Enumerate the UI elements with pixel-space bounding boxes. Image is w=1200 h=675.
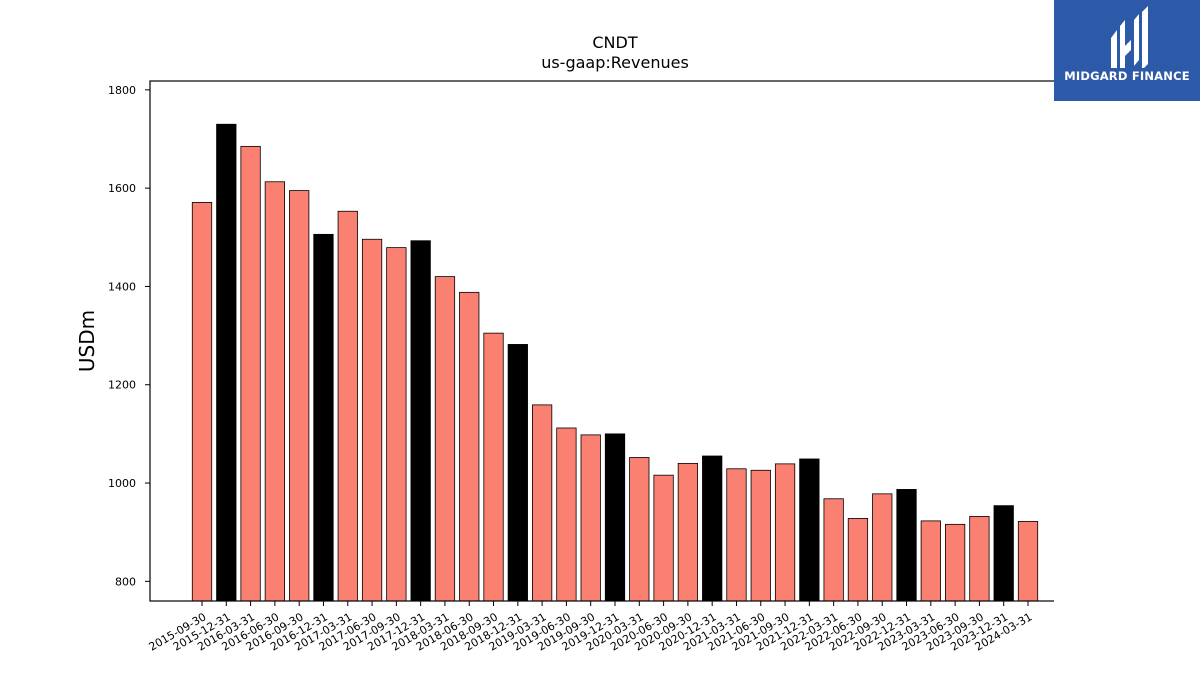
bar-2022-03-31 (823, 498, 844, 602)
bar-2019-03-31 (532, 404, 553, 602)
y-tick-label: 1400 (108, 280, 136, 293)
bar-2019-09-30 (580, 434, 601, 602)
bar-2020-12-31 (702, 455, 723, 602)
bar-2024-03-31 (1017, 520, 1039, 602)
bar-2021-09-30 (774, 463, 796, 602)
bar-2016-03-31 (240, 145, 261, 602)
chart-title: CNDT (592, 33, 637, 52)
brand-mark-icon (1111, 6, 1148, 68)
bar-2017-03-31 (337, 210, 358, 602)
bar-2018-06-30 (459, 291, 480, 602)
bar-2023-06-30 (945, 523, 966, 602)
bar-2018-12-31 (507, 344, 528, 602)
bar-2022-09-30 (872, 493, 893, 602)
x-axis: 2015-09-302015-12-312016-03-312016-06-30… (147, 601, 1035, 654)
y-tick-label: 1800 (108, 84, 136, 97)
bar-2023-03-31 (920, 520, 941, 602)
bar-2016-06-30 (264, 181, 286, 602)
bar-2016-12-31 (313, 233, 334, 602)
bar-2021-03-31 (726, 468, 747, 602)
bar-2020-09-30 (677, 462, 698, 602)
bar-2017-09-30 (386, 247, 407, 602)
y-tick-label: 1200 (108, 379, 136, 392)
bar-2015-09-30 (191, 201, 213, 602)
y-axis: 800 1000 1200 1400 1600 1800 (108, 84, 150, 588)
bar-2020-06-30 (653, 474, 674, 602)
bar-2023-12-31 (993, 505, 1014, 602)
bar-2022-06-30 (847, 518, 869, 602)
bar-2020-03-31 (629, 457, 650, 602)
y-tick-label: 800 (115, 575, 136, 588)
bar-2019-06-30 (556, 427, 577, 602)
bar-2023-09-30 (969, 516, 990, 602)
y-tick-label: 1600 (108, 182, 136, 195)
y-axis-label: USDm (75, 310, 99, 372)
bar-2018-03-31 (434, 276, 456, 602)
bar-2017-12-31 (410, 240, 431, 602)
plot-frame (149, 80, 1054, 602)
bar-2022-12-31 (896, 489, 917, 602)
bar-2021-06-30 (750, 469, 771, 602)
brand-name: MIDGARD FINANCE (1064, 69, 1190, 83)
bar-2021-12-31 (799, 458, 820, 602)
y-tick-label: 1000 (108, 477, 136, 490)
bar-chart: CNDT us-gaap:Revenues USDm 800 1000 1200 14… (75, 33, 1054, 654)
bar-2019-12-31 (604, 433, 626, 602)
bar-2015-12-31 (216, 123, 237, 602)
chart-subtitle: us-gaap:Revenues (541, 53, 689, 72)
midgard-finance-logo: MIDGARD FINANCE (1054, 0, 1200, 101)
bar-2018-09-30 (483, 332, 504, 602)
bars-group (191, 123, 1039, 602)
bar-2016-09-30 (289, 190, 310, 602)
bar-2017-06-30 (361, 238, 383, 602)
